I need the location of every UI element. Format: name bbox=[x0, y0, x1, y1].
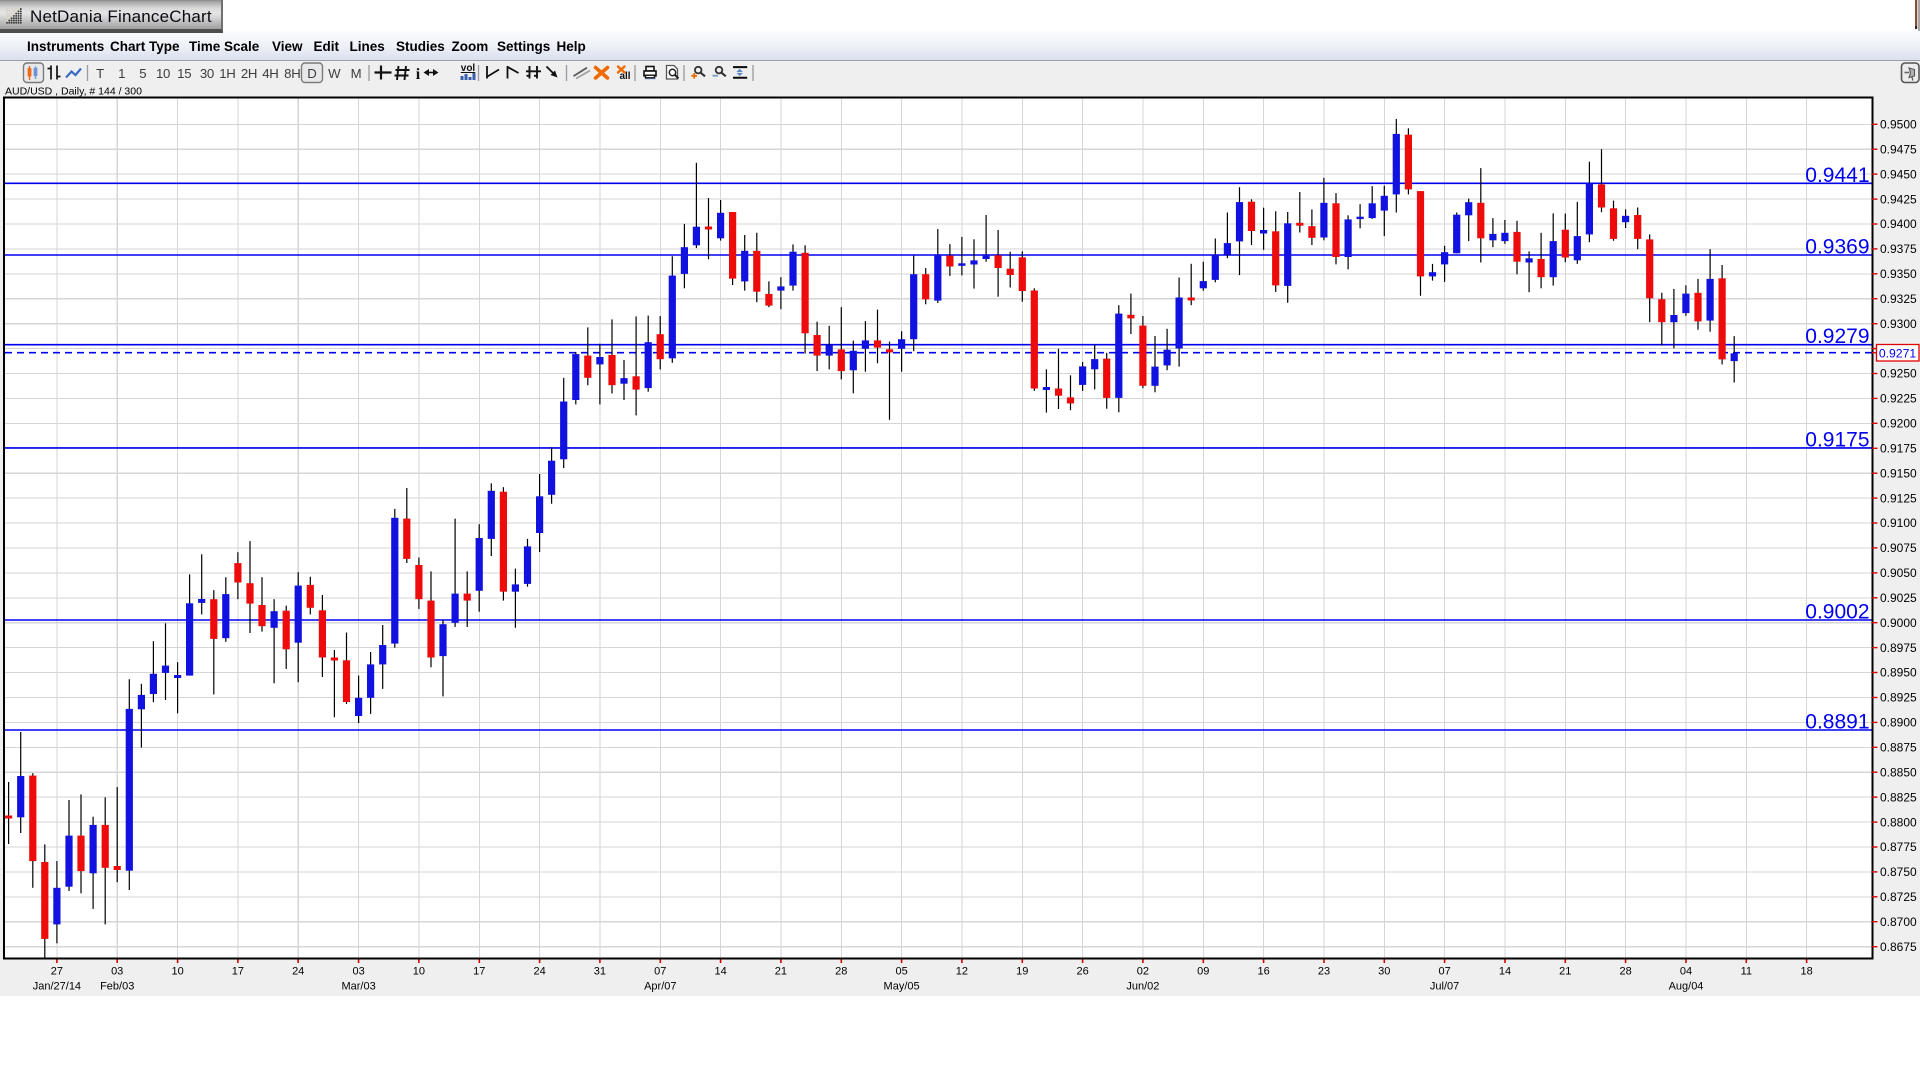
svg-text:0.9200: 0.9200 bbox=[1880, 417, 1917, 431]
svg-text:0.9050: 0.9050 bbox=[1880, 566, 1917, 580]
svg-text:28: 28 bbox=[1619, 966, 1631, 978]
svg-text:vol: vol bbox=[461, 63, 476, 74]
svg-text:23: 23 bbox=[1318, 966, 1330, 978]
svg-text:Jan/27/14: Jan/27/14 bbox=[33, 981, 81, 993]
svg-text:Jul/07: Jul/07 bbox=[1430, 981, 1459, 993]
svg-text:8H: 8H bbox=[284, 66, 300, 81]
svg-text:17: 17 bbox=[473, 966, 485, 978]
svg-text:0.8800: 0.8800 bbox=[1880, 815, 1917, 829]
svg-text:03: 03 bbox=[352, 966, 364, 978]
svg-text:27: 27 bbox=[51, 966, 63, 978]
svg-text:14: 14 bbox=[714, 966, 726, 978]
svg-text:0.8925: 0.8925 bbox=[1880, 691, 1917, 705]
svg-text:Jun/02: Jun/02 bbox=[1126, 981, 1159, 993]
svg-text:1: 1 bbox=[118, 66, 125, 81]
svg-text:09: 09 bbox=[1197, 966, 1209, 978]
svg-text:21: 21 bbox=[775, 966, 787, 978]
svg-text:i: i bbox=[416, 66, 421, 83]
svg-text:Mar/03: Mar/03 bbox=[341, 981, 375, 993]
svg-text:Apr/07: Apr/07 bbox=[644, 981, 676, 993]
svg-text:0.8775: 0.8775 bbox=[1880, 840, 1917, 854]
svg-text:5: 5 bbox=[139, 66, 146, 81]
svg-text:11: 11 bbox=[1741, 966, 1752, 978]
svg-text:0.8700: 0.8700 bbox=[1880, 915, 1917, 929]
svg-text:24: 24 bbox=[292, 966, 304, 978]
svg-text:18: 18 bbox=[1800, 966, 1812, 978]
svg-text:0.9475: 0.9475 bbox=[1880, 142, 1917, 156]
svg-text:0.9425: 0.9425 bbox=[1880, 192, 1917, 206]
svg-text:16: 16 bbox=[1257, 966, 1269, 978]
svg-text:31: 31 bbox=[594, 966, 606, 978]
svg-text:May/05: May/05 bbox=[884, 981, 920, 993]
svg-text:0.8891: 0.8891 bbox=[1805, 711, 1869, 734]
svg-text:0.8950: 0.8950 bbox=[1880, 666, 1917, 680]
svg-text:0.9271: 0.9271 bbox=[1879, 346, 1916, 360]
svg-text:2H: 2H bbox=[241, 66, 257, 81]
svg-text:24: 24 bbox=[533, 966, 545, 978]
svg-text:0.9450: 0.9450 bbox=[1880, 167, 1917, 181]
svg-text:M: M bbox=[351, 66, 362, 81]
svg-text:07: 07 bbox=[1438, 966, 1450, 978]
svg-text:T: T bbox=[96, 66, 104, 81]
svg-text:10: 10 bbox=[156, 66, 170, 81]
svg-text:10: 10 bbox=[413, 966, 425, 978]
svg-text:Feb/03: Feb/03 bbox=[100, 981, 134, 993]
svg-text:0.8750: 0.8750 bbox=[1880, 865, 1917, 879]
svg-text:0.9400: 0.9400 bbox=[1880, 217, 1917, 231]
svg-text:14: 14 bbox=[1499, 966, 1511, 978]
svg-text:0.8975: 0.8975 bbox=[1880, 641, 1917, 655]
svg-text:0.8675: 0.8675 bbox=[1880, 940, 1917, 954]
svg-text:02: 02 bbox=[1137, 966, 1149, 978]
svg-text:0.8725: 0.8725 bbox=[1880, 890, 1917, 904]
svg-text:0.8825: 0.8825 bbox=[1880, 790, 1917, 804]
svg-text:4H: 4H bbox=[262, 66, 278, 81]
svg-text:03: 03 bbox=[111, 966, 123, 978]
svg-text:10: 10 bbox=[171, 966, 183, 978]
svg-text:15: 15 bbox=[177, 66, 191, 81]
svg-text:0.8900: 0.8900 bbox=[1880, 716, 1917, 730]
svg-text:0.8850: 0.8850 bbox=[1880, 765, 1917, 779]
svg-text:28: 28 bbox=[835, 966, 847, 978]
svg-text:0.9025: 0.9025 bbox=[1880, 591, 1917, 605]
svg-text:0.9350: 0.9350 bbox=[1880, 267, 1917, 281]
svg-text:12: 12 bbox=[956, 966, 968, 978]
svg-text:0.9075: 0.9075 bbox=[1880, 541, 1917, 555]
svg-text:0.9441: 0.9441 bbox=[1805, 164, 1869, 187]
svg-text:30: 30 bbox=[200, 66, 214, 81]
svg-text:0.9300: 0.9300 bbox=[1880, 317, 1917, 331]
svg-text:0.9175: 0.9175 bbox=[1880, 442, 1917, 456]
svg-text:04: 04 bbox=[1680, 966, 1692, 978]
svg-text:AUD/USD , Daily, # 144 / 300: AUD/USD , Daily, # 144 / 300 bbox=[5, 86, 142, 98]
svg-text:0.9002: 0.9002 bbox=[1805, 601, 1869, 624]
svg-text:30: 30 bbox=[1378, 966, 1390, 978]
svg-text:all: all bbox=[619, 71, 630, 82]
svg-text:D: D bbox=[307, 66, 317, 81]
svg-text:0.9500: 0.9500 bbox=[1880, 118, 1917, 132]
svg-text:0.9250: 0.9250 bbox=[1880, 367, 1917, 381]
svg-text:0.9325: 0.9325 bbox=[1880, 292, 1917, 306]
svg-text:0.9175: 0.9175 bbox=[1805, 428, 1869, 451]
svg-text:26: 26 bbox=[1076, 966, 1088, 978]
svg-text:0.9100: 0.9100 bbox=[1880, 516, 1917, 530]
svg-text:17: 17 bbox=[232, 966, 244, 978]
svg-text:0.9150: 0.9150 bbox=[1880, 466, 1917, 480]
svg-text:19: 19 bbox=[1016, 966, 1028, 978]
svg-text:W: W bbox=[328, 66, 341, 81]
svg-text:0.9125: 0.9125 bbox=[1880, 491, 1917, 505]
svg-text:0.9225: 0.9225 bbox=[1880, 392, 1917, 406]
svg-text:0.8875: 0.8875 bbox=[1880, 741, 1917, 755]
svg-text:0.9279: 0.9279 bbox=[1805, 325, 1869, 348]
svg-text:21: 21 bbox=[1559, 966, 1571, 978]
svg-text:0.9369: 0.9369 bbox=[1805, 236, 1869, 259]
svg-text:1H: 1H bbox=[219, 66, 235, 81]
svg-text:0.9375: 0.9375 bbox=[1880, 242, 1917, 256]
svg-text:07: 07 bbox=[654, 966, 666, 978]
svg-text:0.9000: 0.9000 bbox=[1880, 616, 1917, 630]
svg-text:05: 05 bbox=[895, 966, 907, 978]
svg-text:Aug/04: Aug/04 bbox=[1669, 981, 1704, 993]
